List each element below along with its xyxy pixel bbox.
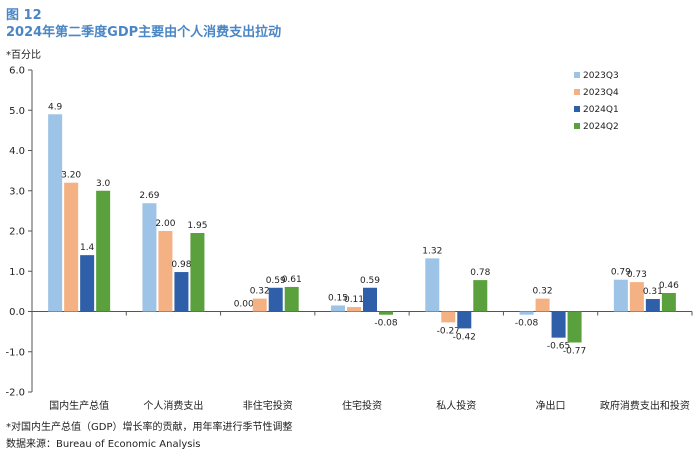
data-label: -0.08: [374, 319, 398, 329]
bar: [441, 311, 456, 323]
legend-swatch: [574, 89, 580, 95]
bar: [425, 258, 440, 312]
y-tick-label: 3.0: [9, 186, 25, 197]
data-label: 0.61: [282, 275, 302, 285]
data-label: 0.11: [344, 295, 364, 305]
data-label: -0.65: [547, 342, 570, 352]
data-label: -0.42: [453, 332, 476, 342]
bar: [347, 307, 361, 312]
data-label: 3.0: [96, 179, 111, 189]
data-label: 0.00: [234, 300, 254, 310]
bar: [645, 299, 660, 312]
data-label: 1.32: [422, 246, 442, 256]
data-label: 0.15: [328, 293, 348, 303]
footnote: *对国内生产总值（GDP）增长率的贡献，用年率进行季节性调整: [6, 422, 293, 433]
bar: [473, 280, 488, 312]
bar: [252, 298, 267, 312]
legend-swatch: [574, 106, 580, 112]
unit-label: *百分比: [6, 50, 41, 61]
x-category-label: 国内生产总值: [49, 399, 109, 412]
data-label: 0.59: [360, 276, 380, 286]
x-category-label: 个人消费支出: [143, 399, 203, 412]
y-tick-label: 1.0: [9, 267, 25, 278]
data-label: 0.98: [171, 260, 191, 270]
data-label: 1.4: [80, 243, 95, 253]
source-note: 数据来源：Bureau of Economic Analysis: [6, 439, 201, 450]
data-label: 0.79: [611, 268, 631, 278]
data-label: 0.78: [470, 268, 490, 278]
legend-label: 2024Q1: [583, 105, 619, 115]
legend-swatch: [574, 72, 580, 78]
bar: [519, 311, 534, 315]
legend-swatch: [574, 123, 580, 129]
bar: [457, 311, 472, 329]
bar: [48, 114, 63, 312]
data-label: 3.20: [61, 171, 81, 181]
legend-label: 2024Q2: [583, 122, 619, 132]
bar: [613, 279, 628, 312]
data-label: 0.31: [643, 287, 663, 297]
bar: [96, 190, 111, 312]
y-tick-label: 6.0: [9, 66, 25, 77]
bar: [363, 287, 377, 312]
data-label: 0.32: [250, 287, 270, 297]
bar: [661, 292, 676, 312]
bar: [142, 203, 157, 312]
bar: [331, 305, 345, 312]
data-label: 2.69: [139, 191, 159, 201]
y-tick-label: 5.0: [9, 106, 25, 117]
y-tick-label: -1.0: [5, 347, 25, 358]
bar: [284, 286, 299, 312]
bar: [190, 233, 205, 312]
y-tick-label: 0.0: [9, 307, 25, 318]
data-label: 0.73: [627, 270, 647, 280]
figure-label: 图 12: [6, 8, 42, 23]
bar: [567, 311, 582, 343]
chart-title: 2024年第二季度GDP主要由个人消费支出拉动: [6, 25, 282, 40]
bar: [80, 255, 95, 312]
y-tick-label: -2.0: [5, 388, 25, 399]
legend-label: 2023Q3: [583, 71, 619, 81]
legend-label: 2023Q4: [583, 88, 619, 98]
bar: [268, 287, 283, 312]
data-label: 0.59: [266, 276, 286, 286]
data-label: 2.00: [155, 219, 175, 229]
x-category-label: 政府消费支出和投资: [600, 399, 690, 412]
data-label: -0.77: [563, 346, 586, 356]
x-category-label: 非住宅投资: [243, 399, 293, 412]
data-label: 0.32: [533, 287, 553, 297]
bar: [629, 282, 644, 312]
bar: [158, 231, 173, 312]
bar: [535, 298, 550, 312]
data-label: -0.08: [515, 319, 539, 329]
bar: [379, 311, 393, 315]
bar: [174, 272, 189, 312]
data-label: 1.95: [187, 221, 207, 231]
data-label: 4.9: [48, 102, 63, 112]
x-category-label: 住宅投资: [342, 399, 382, 412]
data-label: -0.27: [437, 326, 460, 336]
bar: [64, 182, 79, 312]
y-tick-label: 4.0: [9, 146, 25, 157]
data-label: 0.46: [659, 281, 679, 291]
x-category-label: 净出口: [536, 399, 566, 412]
y-tick-label: 2.0: [9, 227, 25, 238]
x-category-label: 私人投资: [436, 399, 476, 412]
bar: [551, 311, 566, 338]
